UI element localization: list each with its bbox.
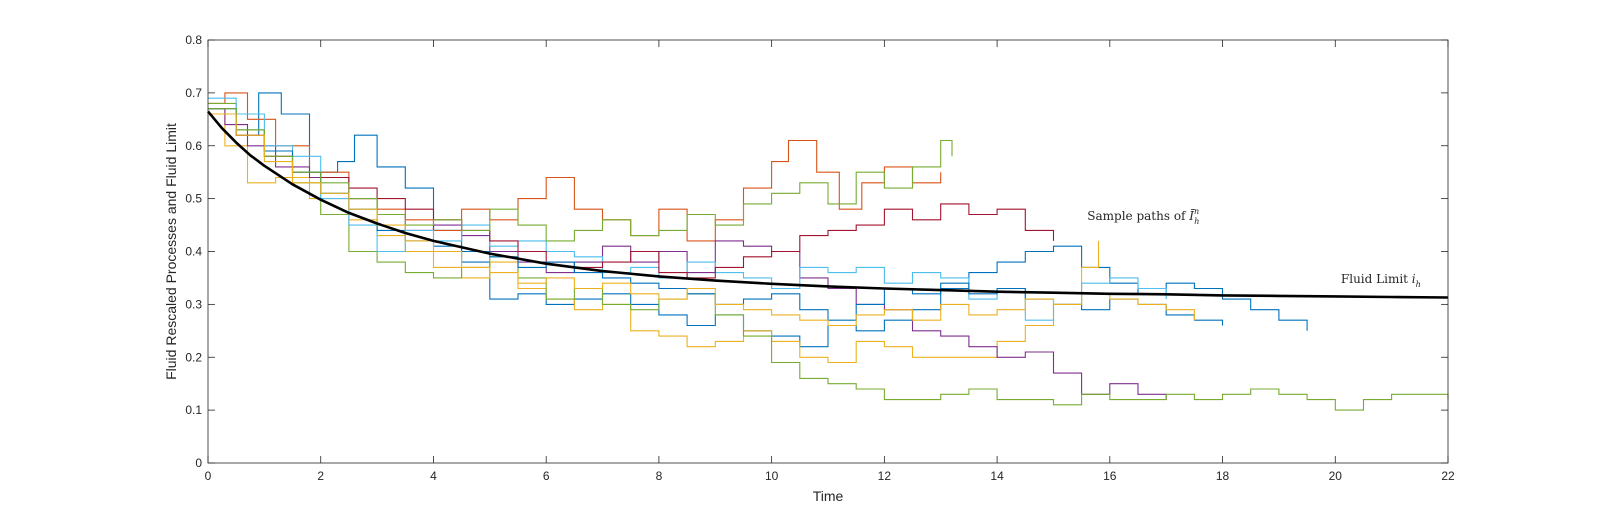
- x-tick-label: 0: [205, 469, 212, 483]
- x-tick-label: 8: [656, 469, 663, 483]
- x-axis-label: Time: [813, 488, 844, 504]
- y-tick-label: 0.5: [185, 192, 202, 206]
- y-tick-label: 0.7: [185, 86, 202, 100]
- sample-path-2: [208, 92, 942, 242]
- sample-path-10: [208, 113, 1195, 327]
- x-tick-label: 4: [430, 469, 437, 483]
- sample-path-5: [208, 102, 1449, 411]
- y-tick-label: 0.4: [185, 245, 202, 259]
- y-tick-label: 0.8: [185, 33, 202, 47]
- annotation-1: Sample paths of Īn h: [1087, 207, 1199, 226]
- y-tick-label: 0.3: [185, 297, 202, 311]
- x-tick-label: 12: [878, 469, 892, 483]
- x-tick-label: 10: [765, 469, 779, 483]
- fluid-limit-curve: [207, 110, 1449, 299]
- y-tick-label: 0: [195, 456, 202, 470]
- sample-path-3: [208, 108, 1100, 364]
- fluid-limit-layer: [207, 110, 1449, 299]
- annotations-layer: Sample paths of Īn h Fluid Limit ih: [1087, 207, 1421, 289]
- series-layer: [208, 92, 1449, 411]
- x-tick-label: 16: [1103, 469, 1117, 483]
- x-tick-label: 22: [1441, 469, 1455, 483]
- y-tick-label: 0.2: [185, 350, 202, 364]
- x-tick-label: 20: [1329, 469, 1343, 483]
- x-tick-label: 2: [317, 469, 324, 483]
- y-tick-label: 0.6: [185, 139, 202, 153]
- x-tick-label: 18: [1216, 469, 1230, 483]
- sample-path-9: [208, 108, 953, 242]
- ticks-layer: 0 2 4 6 8 10 12 14 16 18 20 22 0 0.1 0.2 0.3 0.4 0.5 0.6 0.…: [185, 33, 1455, 483]
- y-tick-label: 0.1: [185, 403, 202, 417]
- y-axis-label: Fluid Rescaled Processes and Fluid Limit: [163, 123, 179, 380]
- x-tick-label: 14: [990, 469, 1004, 483]
- x-tick-label: 6: [543, 469, 550, 483]
- annotation-2: Fluid Limit ih: [1341, 272, 1421, 289]
